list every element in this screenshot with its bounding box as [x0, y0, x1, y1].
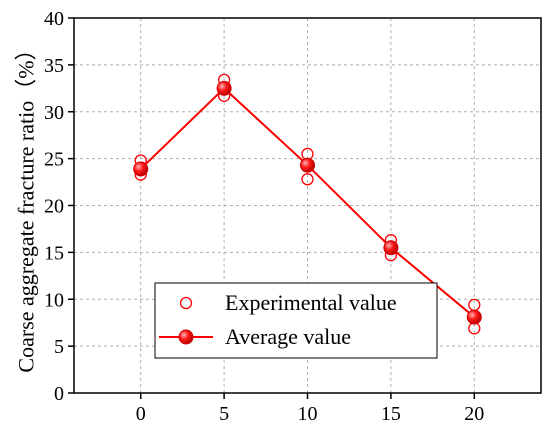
x-tick-label: 20: [464, 403, 484, 425]
y-tick-label: 15: [44, 242, 64, 264]
average-point: [300, 157, 315, 173]
y-tick-label: 20: [44, 196, 64, 218]
average-point: [216, 80, 232, 96]
y-tick-label: 35: [44, 55, 64, 77]
legend-average-label: Average value: [225, 324, 351, 349]
legend-average-marker: [178, 329, 194, 345]
y-tick-label: 25: [44, 149, 64, 171]
average-point: [466, 309, 482, 325]
y-tick-label: 30: [44, 102, 64, 124]
average-point: [133, 161, 149, 177]
x-tick-label: 0: [136, 403, 146, 425]
x-tick-label: 5: [219, 403, 229, 425]
legend-experimental-label: Experimental value: [225, 290, 397, 315]
axis-ticks: 0 5 10 15 20 25 30 35 40 0 5 10 15 20: [44, 8, 484, 425]
legend-experimental-marker: [179, 296, 193, 310]
series: [133, 73, 482, 335]
average-point: [383, 240, 399, 256]
y-tick-label: 40: [44, 8, 64, 30]
experimental-point: [301, 173, 314, 186]
x-tick-label: 15: [381, 403, 401, 425]
y-tick-label: 0: [54, 383, 64, 405]
legend-box: [154, 282, 438, 359]
y-axis-title: Coarse aggregate fracture ratio（%）: [14, 38, 39, 372]
legend: Experimental value Average value: [154, 282, 438, 359]
x-tick-label: 10: [298, 403, 318, 425]
y-tick-label: 5: [54, 336, 64, 358]
y-tick-label: 10: [44, 289, 64, 311]
